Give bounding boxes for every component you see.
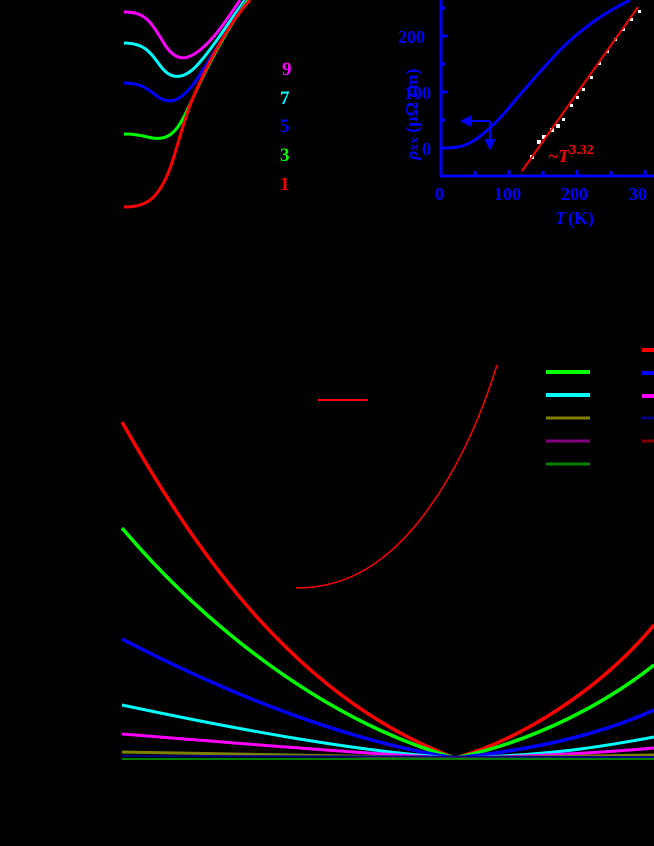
label-1: 1 (280, 174, 290, 195)
rho-xx-curve (440, 0, 631, 150)
label-9: 9 (282, 59, 292, 80)
fit-line (521, 6, 639, 172)
curve-blue (121, 637, 654, 760)
label-3: 3 (280, 145, 290, 166)
ytick-100: 100 (404, 83, 431, 103)
xtick-200: 200 (561, 184, 588, 204)
legend-left (546, 370, 590, 466)
xtick-0: 0 (435, 184, 444, 204)
curve-green (120, 526, 654, 760)
inset-plot: ~T3.32 200 100 0 0 100 200 30 T (K) ρxx(μ… (398, 0, 654, 229)
legend-right (642, 348, 654, 443)
x-axis-label: T (K) (555, 208, 594, 229)
curve-9 (123, 0, 242, 60)
arrow-left (459, 115, 496, 151)
inset-axes (439, 0, 654, 178)
fit-label: ~T3.32 (548, 143, 594, 166)
ytick-0: 0 (422, 139, 431, 159)
label-7: 7 (280, 88, 290, 109)
xtick-100: 100 (494, 184, 521, 204)
thin-red-curve (295, 364, 498, 589)
bottom-panel (120, 348, 654, 760)
top-panel-labels: 9 7 5 3 1 (280, 59, 292, 195)
label-5: 5 (280, 116, 290, 137)
curve-cyan (121, 703, 654, 760)
curve-7 (123, 0, 247, 78)
ytick-200: 200 (398, 27, 425, 47)
top-panel (123, 0, 252, 209)
curve-1 (123, 0, 252, 209)
xtick-300: 30 (629, 184, 647, 204)
y-axis-label: ρxx(μΩ cm) (402, 69, 423, 161)
curve-red (120, 421, 654, 760)
curve-navy (121, 755, 654, 758)
